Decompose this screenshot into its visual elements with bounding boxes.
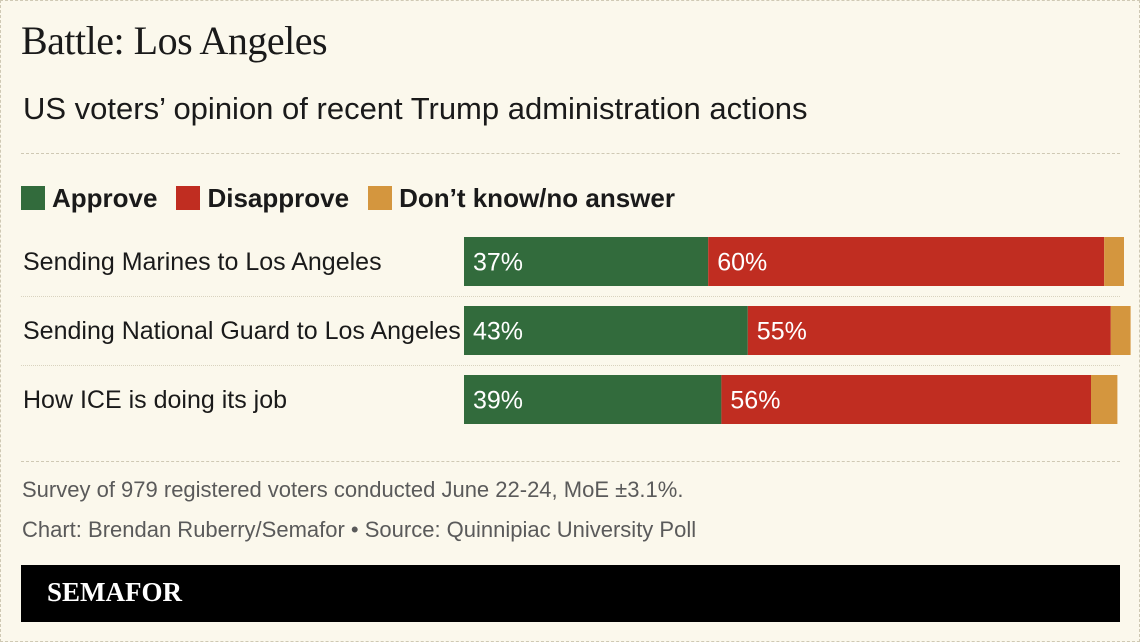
row-separator (21, 365, 1120, 366)
category-label: Sending Marines to Los Angeles (23, 248, 382, 276)
data-label-disapprove: 55% (757, 318, 807, 346)
legend-item-approve: Approve (21, 183, 157, 214)
bar-approve (464, 306, 748, 355)
semafor-logo: SEMAFOR (47, 577, 182, 607)
legend-swatch-approve (21, 186, 45, 210)
category-label: How ICE is doing its job (23, 386, 288, 414)
legend-label-approve: Approve (52, 182, 158, 213)
divider-bottom (21, 461, 1120, 462)
bar-approve (464, 237, 709, 286)
bar-disapprove (747, 306, 1111, 355)
bar-approve (464, 375, 722, 424)
legend-item-disapprove: Disapprove (176, 183, 349, 214)
data-label-approve: 37% (473, 249, 523, 277)
divider-top (21, 153, 1120, 154)
bar-disapprove (708, 237, 1105, 286)
source-credit: Chart: Brendan Ruberry/Semafor • Source:… (22, 517, 697, 542)
data-label-approve: 39% (473, 387, 523, 415)
bar-dont-know (1104, 237, 1124, 286)
legend-swatch-dont-know (368, 186, 393, 210)
legend-label-disapprove: Disapprove (207, 182, 350, 213)
brand-bar: SEMAFOR (21, 565, 1120, 622)
legend-swatch-disapprove (176, 186, 201, 210)
chart-subtitle: US voters’ opinion of recent Trump admin… (23, 91, 808, 126)
legend-label-dont-know: Don’t know/no answer (399, 182, 675, 213)
data-label-disapprove: 60% (717, 249, 767, 277)
category-label: Sending National Guard to Los Angeles (23, 317, 461, 345)
row-separator (21, 296, 1120, 297)
legend-item-dont-know: Don’t know/no answer (368, 183, 675, 214)
legend: Approve Disapprove Don’t know/no answer (21, 182, 694, 214)
bar-dont-know (1110, 306, 1131, 355)
bar-dont-know (1091, 375, 1118, 424)
chart-title: Battle: Los Angeles (21, 18, 328, 63)
bar-disapprove (721, 375, 1091, 424)
data-label-approve: 43% (473, 318, 523, 346)
data-label-disapprove: 56% (730, 387, 780, 415)
survey-note: Survey of 979 registered voters conducte… (22, 477, 684, 502)
